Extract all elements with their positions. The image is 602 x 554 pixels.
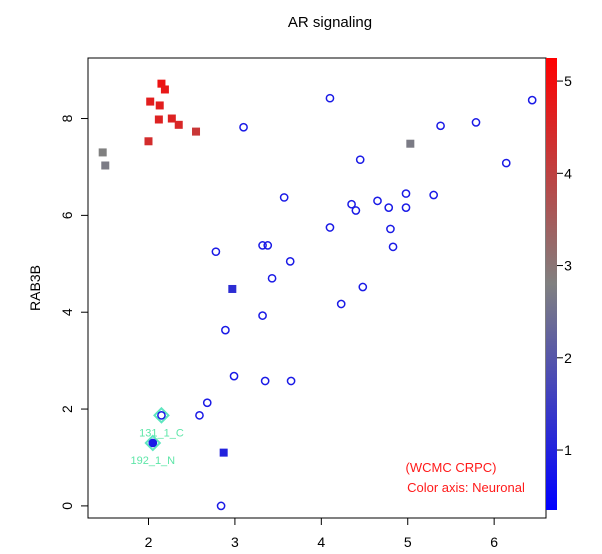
highlight-diamond — [144, 434, 162, 452]
open-circle-point — [401, 203, 411, 212]
annotation-line-2: Color axis: Neuronal — [407, 480, 525, 495]
y-tick-label: 4 — [59, 308, 75, 316]
open-circle-point — [229, 371, 239, 381]
y-tick-label: 8 — [59, 114, 75, 122]
y-tick-label: 2 — [59, 405, 75, 413]
y-axis: 0 2 4 6 8 — [59, 114, 88, 510]
filled-square-point — [98, 148, 107, 157]
open-circle-point — [202, 398, 212, 408]
open-circle-point — [347, 199, 356, 209]
filled-square-point — [192, 127, 201, 136]
open-circle-point — [258, 311, 267, 320]
open-circle-point — [388, 242, 398, 252]
open-circle-point — [267, 273, 277, 283]
x-tick-label: 2 — [145, 534, 153, 550]
filled-square-point — [155, 101, 164, 110]
x-tick-label: 4 — [317, 534, 325, 550]
open-circle-point — [216, 501, 226, 511]
open-circle-point — [358, 282, 368, 292]
open-circle-point — [527, 95, 537, 105]
colorbar-tick-label: 5 — [564, 73, 572, 89]
highlight-label: 131_1_C — [139, 427, 184, 439]
y-tick-label: 0 — [59, 502, 75, 510]
plot-frame — [87, 57, 547, 519]
filled-square-point — [157, 79, 166, 88]
filled-square-point — [101, 161, 110, 170]
open-circle-point — [325, 93, 335, 103]
x-tick-label: 3 — [231, 534, 239, 550]
filled-square-point — [154, 115, 163, 124]
open-circle-point — [279, 193, 289, 202]
colorbar-tick-label: 2 — [564, 350, 572, 366]
open-circle-point — [260, 376, 270, 386]
open-circle-point — [429, 190, 439, 200]
filled-square-point — [160, 85, 169, 94]
highlighted-points: 131_1_C 192_1_N — [130, 406, 184, 467]
colorbar: 1 2 3 4 5 — [546, 58, 572, 510]
open-circle-point — [221, 325, 230, 335]
open-circle-point — [501, 158, 511, 168]
colorbar-tick-label: 1 — [564, 442, 572, 458]
colorbar-tick-label: 4 — [564, 165, 572, 181]
annotation-line-1: (WCMC CRPC) — [406, 460, 497, 475]
colorbar-strip — [546, 58, 557, 510]
open-circle-point — [286, 376, 296, 386]
open-circle-point — [336, 299, 346, 309]
data-points — [98, 79, 537, 511]
highlight-point — [148, 438, 158, 448]
open-circle-point — [211, 247, 221, 257]
open-circle-point — [239, 122, 248, 132]
open-circle-point — [355, 155, 365, 165]
open-circle-point — [436, 121, 445, 131]
chart-title: AR signaling — [288, 14, 372, 31]
filled-square-point — [219, 448, 228, 457]
highlight-point — [157, 410, 166, 420]
open-circle-point — [258, 241, 267, 250]
open-circle-point — [373, 196, 382, 206]
open-circle-point — [195, 410, 204, 420]
x-tick-label: 6 — [490, 534, 498, 550]
highlight-diamond — [153, 406, 170, 424]
x-axis: 2 3 4 5 6 — [145, 518, 498, 550]
colorbar-tick-label: 3 — [564, 258, 572, 274]
open-circle-point — [386, 224, 395, 234]
open-circle-point — [401, 189, 411, 198]
open-circle-point — [351, 206, 361, 215]
filled-square-point — [406, 139, 415, 148]
filled-square-point — [228, 284, 237, 293]
y-tick-label: 6 — [59, 211, 75, 219]
open-circle-point — [263, 241, 273, 250]
open-circle-point — [471, 118, 481, 127]
filled-square-point — [144, 137, 153, 146]
filled-square-point — [146, 97, 155, 106]
filled-square-point — [174, 120, 183, 129]
x-tick-label: 5 — [404, 534, 412, 550]
filled-square-point — [167, 114, 176, 123]
open-circle-point — [285, 257, 295, 266]
highlight-label: 192_1_N — [130, 455, 175, 467]
open-circle-point — [384, 203, 394, 212]
y-axis-label: RAB3B — [27, 265, 43, 311]
open-circle-point — [325, 223, 335, 232]
